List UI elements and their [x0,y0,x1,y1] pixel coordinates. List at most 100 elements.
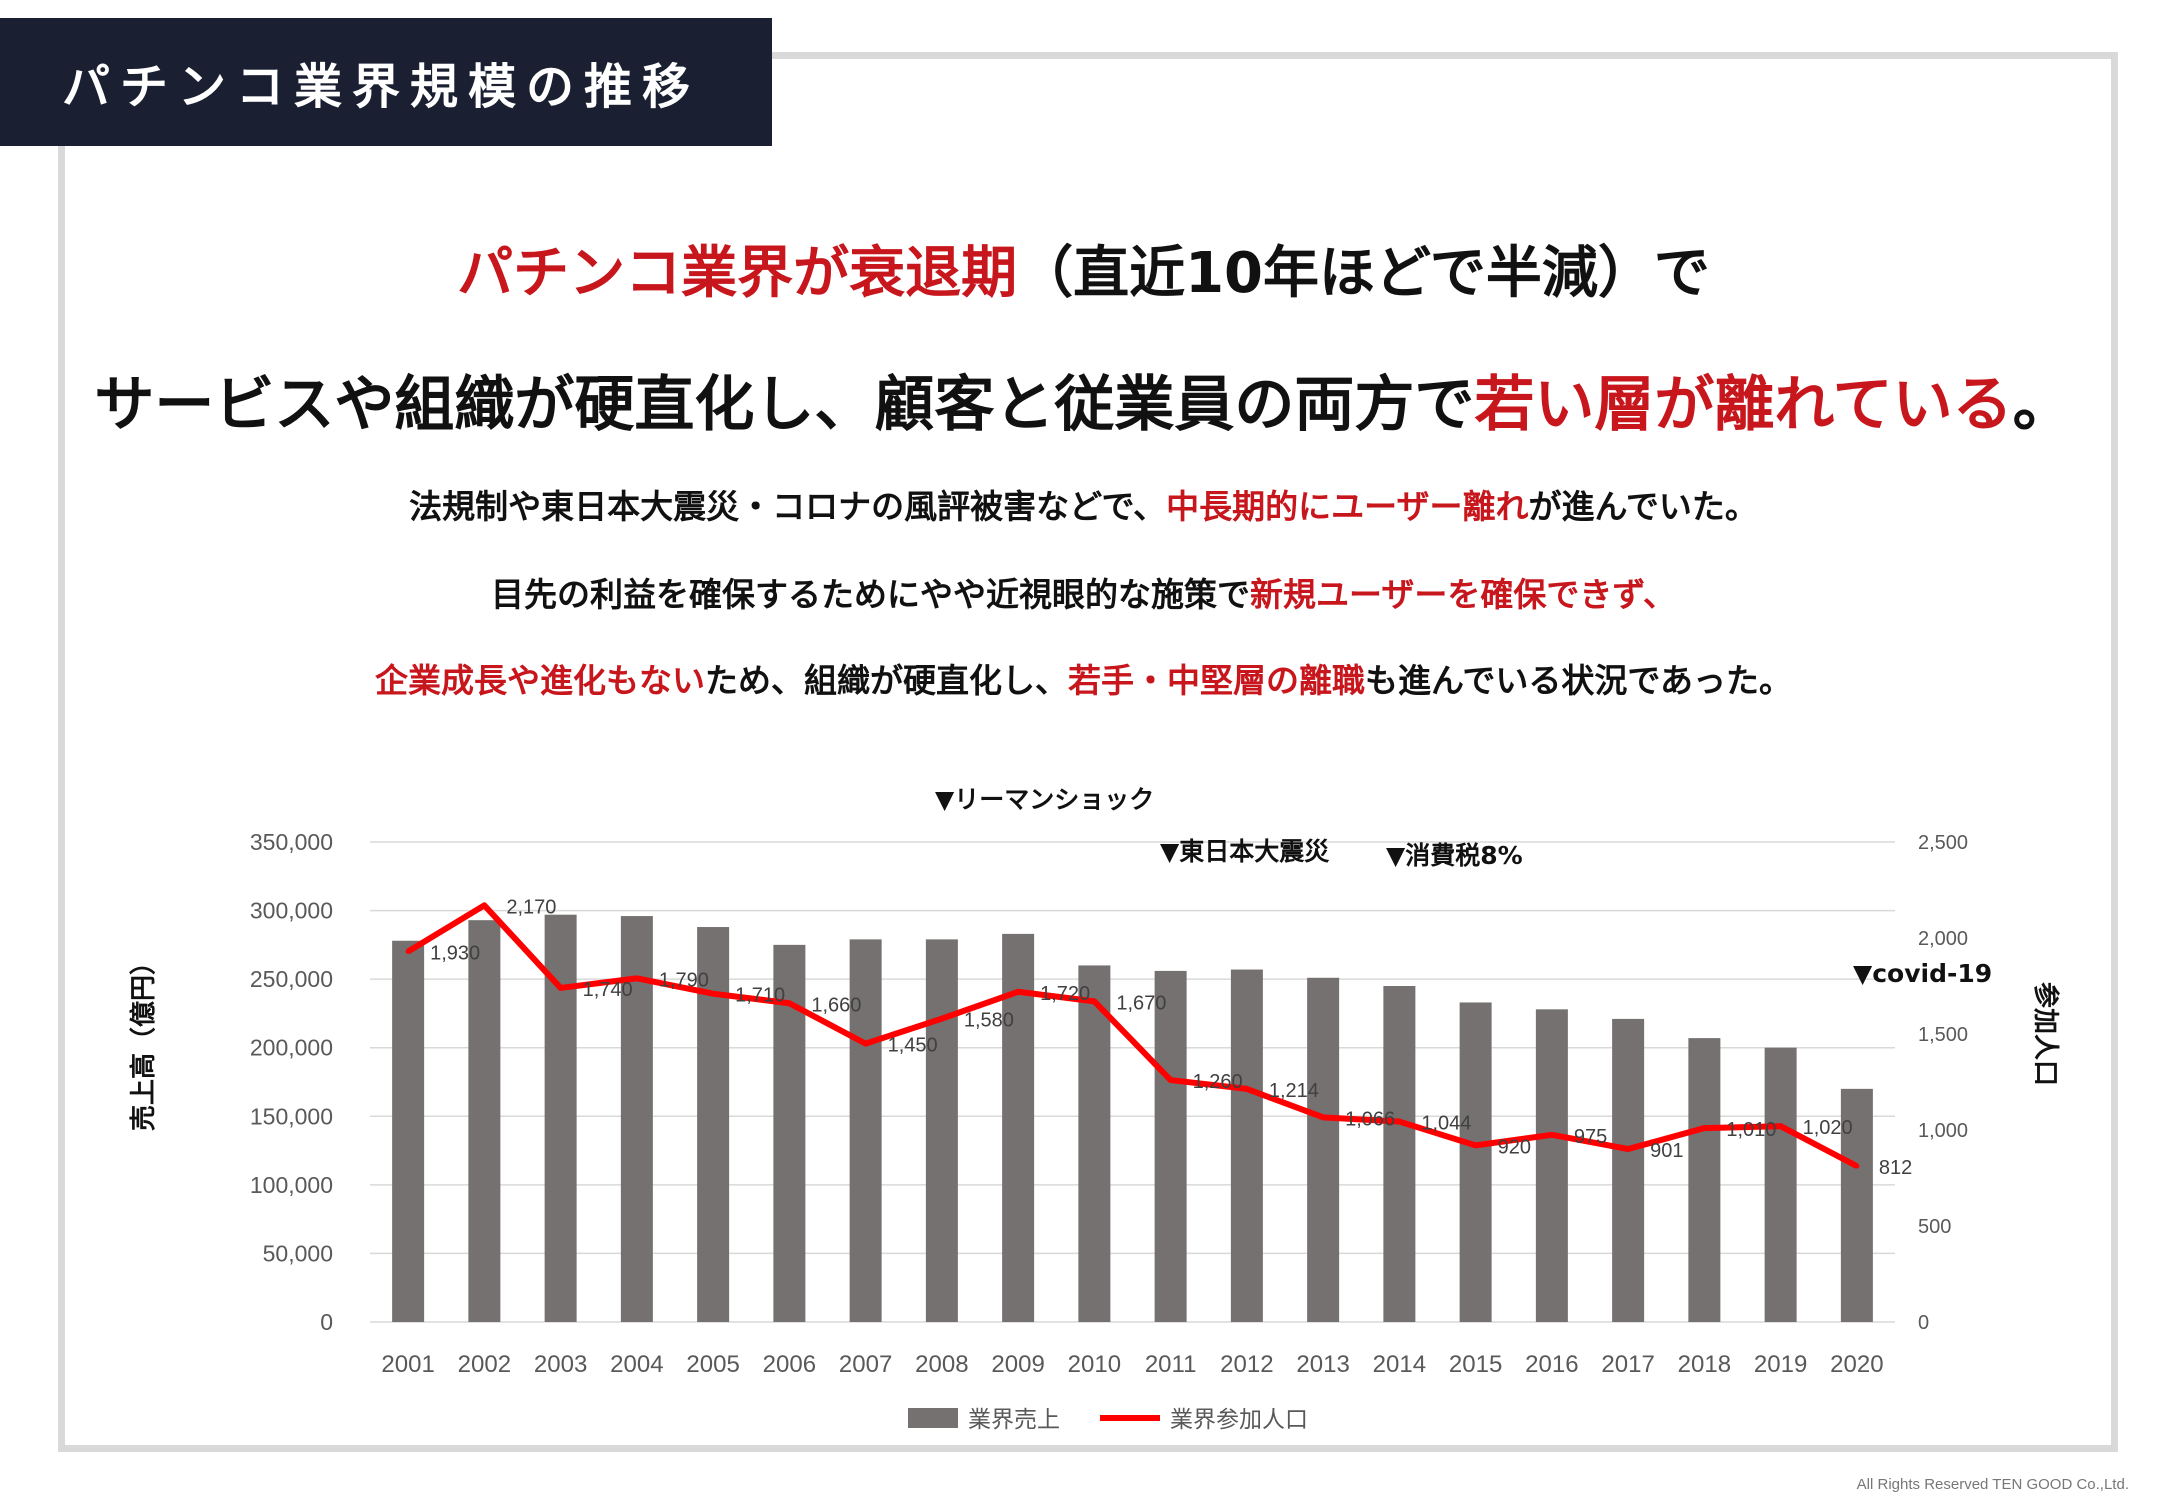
line-point-2005 [710,991,716,997]
y2-tick-label: 500 [1918,1216,1951,1238]
x-tick-label: 2003 [534,1351,587,1378]
line-data-label: 1,930 [430,942,480,964]
y-tick-label: 100,000 [250,1172,333,1198]
x-tick-label: 2001 [381,1351,434,1378]
y2-tick-label: 1,000 [1918,1120,1968,1142]
body-line-1-b: が進んでいた。 [1528,487,1758,526]
line-data-label: 1,740 [583,979,633,1001]
body-line-3-emphasis-1: 企業成長や進化もない [374,661,705,700]
x-tick-label: 2008 [915,1351,968,1378]
line-point-2011 [1168,1077,1174,1083]
headline-1-emphasis: パチンコ業界が衰退期 [457,241,1018,306]
line-data-label: 920 [1498,1136,1531,1158]
line-point-2014 [1396,1119,1402,1125]
headline-2: サービスや組織が硬直化し、顧客と従業員の両方で若い層が離れている。 [0,356,2167,443]
y-tick-label: 350,000 [250,829,333,855]
line-point-2006 [786,1000,792,1006]
x-tick-label: 2010 [1068,1351,1121,1378]
x-tick-label: 2006 [763,1351,816,1378]
line-data-label: 1,260 [1193,1071,1243,1093]
legend-bar-swatch [908,1408,958,1428]
body-line-1-emphasis: 中長期的にユーザー離れ [1166,487,1529,526]
bar-2008 [925,939,958,1322]
headline-2-emphasis: 若い層が離れている [1474,370,2013,440]
bar-2010 [1078,965,1111,1322]
event-annotation: ▼covid-19 [1853,959,1992,988]
x-tick-label: 2009 [991,1351,1044,1378]
line-data-label: 1,710 [735,985,785,1007]
line-point-2013 [1320,1114,1326,1120]
headline-2-post: 。 [2012,370,2073,440]
legend-line-label: 業界参加人口 [1170,1407,1308,1433]
legend-bar-label: 業界売上 [968,1407,1060,1433]
line-point-2009 [1015,989,1021,995]
x-tick-label: 2012 [1220,1351,1273,1378]
headline-1: パチンコ業界が衰退期（直近10年ほどで半減）で [0,228,2167,309]
y-tick-label: 200,000 [250,1035,333,1061]
body-line-3-emphasis-2: 若手・中堅層の離職 [1067,661,1365,700]
line-point-2001 [405,948,411,954]
copyright-text: All Rights Reserved TEN GOOD Co.,Ltd. [1856,1476,2129,1493]
line-data-label: 1,450 [888,1035,938,1057]
body-line-3-a: ため、組織が硬直化し、 [704,661,1068,700]
event-annotation: ▼東日本大震災 [1160,837,1330,866]
body-line-1-a: 法規制や東日本大震災・コロナの風評被害などで、 [409,487,1167,526]
line-data-label: 1,020 [1803,1117,1853,1139]
body-line-2-emphasis: 新規ユーザーを確保できず、 [1249,575,1677,614]
event-annotation: ▼消費税8% [1386,841,1523,870]
line-data-label: 1,720 [1040,983,1090,1005]
x-tick-label: 2017 [1601,1351,1654,1378]
headline-1-rest: （直近10年ほどで半減）で [1017,241,1710,306]
x-tick-label: 2016 [1525,1351,1578,1378]
bar-2011 [1154,970,1187,1322]
line-data-label: 1,670 [1116,992,1166,1014]
y2-tick-label: 2,000 [1918,928,1968,950]
bar-2018 [1688,1038,1721,1322]
line-point-2008 [939,1016,945,1022]
bar-2015 [1459,1002,1492,1322]
line-point-2016 [1549,1132,1555,1138]
y-axis-title: 売上高（億円） [128,949,159,1131]
body-line-2: 目先の利益を確保するためにやや近視眼的な施策で新規ユーザーを確保できず、 [0,568,2167,616]
line-point-2010 [1091,998,1097,1004]
x-tick-label: 2014 [1373,1351,1426,1378]
x-tick-label: 2019 [1754,1351,1807,1378]
y2-tick-label: 0 [1918,1312,1929,1334]
x-tick-label: 2013 [1296,1351,1349,1378]
y-tick-label: 0 [320,1309,333,1335]
bar-2016 [1535,1009,1568,1322]
line-data-label: 975 [1574,1126,1607,1148]
line-data-label: 1,580 [964,1010,1014,1032]
y2-axis-title: 参加人口 [2030,982,2061,1086]
x-tick-label: 2007 [839,1351,892,1378]
line-data-label: 1,660 [811,994,861,1016]
line-point-2012 [1244,1086,1250,1092]
event-annotation: ▼リーマンショック [935,785,1154,814]
line-point-2020 [1854,1163,1860,1169]
line-point-2007 [863,1041,869,1047]
line-point-2019 [1778,1123,1784,1129]
line-data-label: 812 [1879,1157,1912,1179]
line-point-2015 [1473,1142,1479,1148]
line-point-2002 [481,902,487,908]
x-tick-label: 2020 [1830,1351,1883,1378]
line-data-label: 2,170 [506,896,556,918]
body-line-3: 企業成長や進化もないため、組織が硬直化し、若手・中堅層の離職も進んでいる状況であ… [0,654,2167,702]
bar-2004 [620,916,653,1322]
bar-2007 [849,939,882,1322]
y-tick-label: 250,000 [250,966,333,992]
x-tick-label: 2015 [1449,1351,1502,1378]
bar-2020 [1840,1088,1873,1322]
bar-2013 [1307,977,1340,1322]
line-point-2004 [634,975,640,981]
bar-2002 [468,920,501,1322]
participation-line [406,902,1859,1169]
y2-tick-label: 2,500 [1918,832,1968,854]
headline-2-pre: サービスや組織が硬直化し、顧客と従業員の両方で [94,370,1475,440]
bar-2014 [1383,986,1416,1322]
line-data-label: 1,066 [1345,1108,1395,1130]
line-point-2003 [558,985,564,991]
bar-2003 [544,914,577,1322]
line-data-label: 901 [1650,1140,1683,1162]
